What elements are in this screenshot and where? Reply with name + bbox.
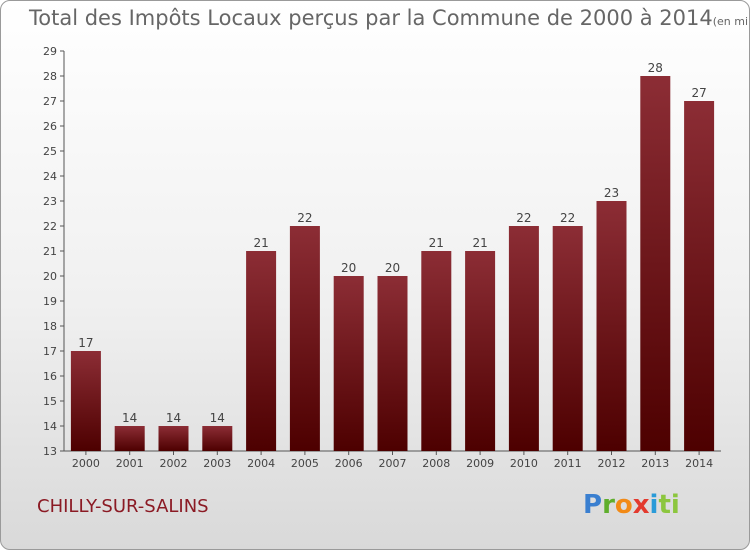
bar bbox=[552, 226, 583, 451]
commune-name: CHILLY-SUR-SALINS bbox=[37, 496, 209, 517]
bar bbox=[684, 101, 715, 451]
bar bbox=[377, 276, 408, 451]
x-tick-label: 2007 bbox=[379, 457, 407, 470]
y-tick-label: 24 bbox=[43, 170, 57, 183]
bar bbox=[70, 351, 101, 451]
y-tick-label: 28 bbox=[43, 70, 57, 83]
chart-title: Total des Impôts Locaux perçus par la Co… bbox=[29, 6, 749, 30]
bar bbox=[158, 426, 189, 451]
x-tick-label: 2009 bbox=[466, 457, 494, 470]
bar bbox=[246, 251, 277, 451]
data-label: 14 bbox=[166, 411, 181, 425]
bar bbox=[114, 426, 145, 451]
data-label: 28 bbox=[648, 61, 663, 75]
x-tick-label: 2008 bbox=[422, 457, 450, 470]
data-label: 14 bbox=[210, 411, 225, 425]
y-tick-label: 19 bbox=[43, 295, 57, 308]
data-label: 20 bbox=[341, 261, 356, 275]
logo-letter: o bbox=[614, 490, 633, 520]
data-label: 27 bbox=[691, 86, 706, 100]
data-label: 14 bbox=[122, 411, 137, 425]
x-tick-label: 2002 bbox=[160, 457, 188, 470]
x-tick-label: 2012 bbox=[598, 457, 626, 470]
bar bbox=[596, 201, 627, 451]
x-tick-label: 2006 bbox=[335, 457, 363, 470]
bar bbox=[465, 251, 496, 451]
data-label: 22 bbox=[297, 211, 312, 225]
x-tick-label: 2001 bbox=[116, 457, 144, 470]
bar bbox=[333, 276, 364, 451]
data-label: 23 bbox=[604, 186, 619, 200]
bar bbox=[289, 226, 320, 451]
y-tick-label: 15 bbox=[43, 395, 57, 408]
y-tick-label: 18 bbox=[43, 320, 57, 333]
bar bbox=[640, 76, 671, 451]
y-tick-label: 23 bbox=[43, 195, 57, 208]
y-tick-label: 25 bbox=[43, 145, 57, 158]
x-tick-label: 2004 bbox=[247, 457, 275, 470]
bar bbox=[508, 226, 539, 451]
y-tick-label: 20 bbox=[43, 270, 57, 283]
bar bbox=[202, 426, 233, 451]
logo-letter: ti bbox=[658, 490, 680, 520]
x-tick-label: 2005 bbox=[291, 457, 319, 470]
bar bbox=[421, 251, 452, 451]
chart-title-text: Total des Impôts Locaux perçus par la Co… bbox=[29, 6, 713, 30]
logo-letter: P bbox=[583, 490, 603, 520]
x-tick-label: 2013 bbox=[641, 457, 669, 470]
y-tick-label: 17 bbox=[43, 345, 57, 358]
x-tick-label: 2014 bbox=[685, 457, 713, 470]
y-tick-label: 16 bbox=[43, 370, 57, 383]
y-tick-label: 22 bbox=[43, 220, 57, 233]
data-label: 22 bbox=[560, 211, 575, 225]
x-tick-label: 2010 bbox=[510, 457, 538, 470]
x-tick-label: 2011 bbox=[554, 457, 582, 470]
y-tick-label: 14 bbox=[43, 420, 57, 433]
y-tick-label: 21 bbox=[43, 245, 57, 258]
data-label: 20 bbox=[385, 261, 400, 275]
data-label: 22 bbox=[516, 211, 531, 225]
x-tick-label: 2000 bbox=[72, 457, 100, 470]
y-tick-label: 26 bbox=[43, 120, 57, 133]
data-label: 21 bbox=[472, 236, 487, 250]
chart-unit: (en milliers d'€) bbox=[712, 15, 749, 28]
logo-letter: x bbox=[632, 490, 650, 520]
y-tick-label: 29 bbox=[43, 45, 57, 58]
y-tick-label: 13 bbox=[43, 445, 57, 458]
data-label: 21 bbox=[429, 236, 444, 250]
y-tick-label: 27 bbox=[43, 95, 57, 108]
logo-letter: r bbox=[602, 490, 615, 520]
x-tick-label: 2003 bbox=[203, 457, 231, 470]
data-label: 17 bbox=[78, 336, 93, 350]
proxiti-logo[interactable]: Proxiti bbox=[583, 490, 680, 520]
logo-letter: i bbox=[649, 490, 659, 520]
data-label: 21 bbox=[253, 236, 268, 250]
